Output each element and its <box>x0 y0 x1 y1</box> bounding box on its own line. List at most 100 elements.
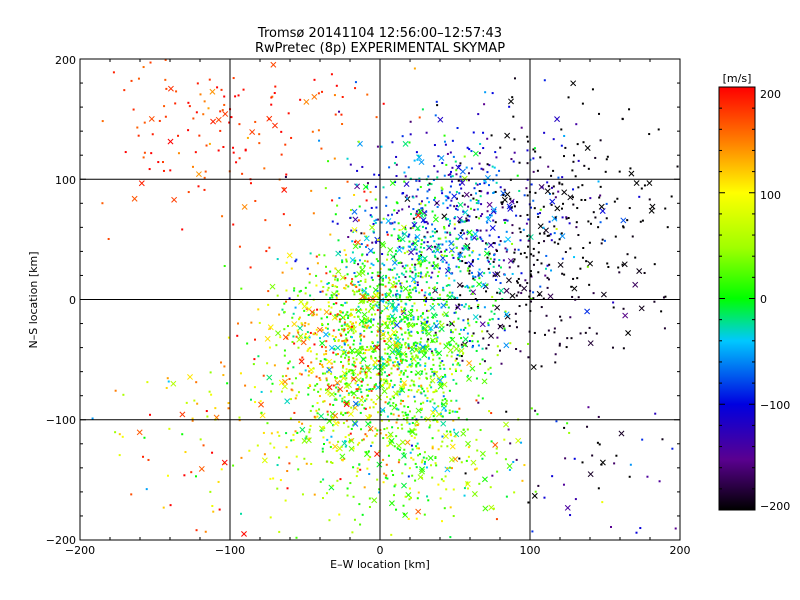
data-point <box>257 308 260 311</box>
data-point <box>325 265 328 268</box>
data-point <box>424 329 427 332</box>
data-point <box>457 362 460 365</box>
data-point <box>468 148 471 151</box>
data-point <box>426 390 429 393</box>
data-point <box>363 190 366 193</box>
data-point <box>412 208 415 211</box>
data-point <box>498 264 501 267</box>
data-point-x <box>561 189 568 196</box>
data-point <box>423 260 426 263</box>
data-point <box>479 315 482 318</box>
data-point <box>460 369 463 372</box>
data-point <box>360 243 363 246</box>
data-point <box>327 323 330 326</box>
data-point <box>464 261 467 264</box>
data-point <box>375 258 378 261</box>
data-point-x <box>351 208 358 215</box>
data-point <box>175 90 178 93</box>
data-point-x <box>376 461 383 468</box>
data-point <box>358 386 361 389</box>
data-point <box>434 256 437 259</box>
data-point <box>267 303 270 306</box>
data-point <box>366 253 369 256</box>
data-point <box>164 78 167 81</box>
data-point <box>400 387 403 390</box>
data-point <box>309 252 312 255</box>
data-point <box>432 391 435 394</box>
data-point <box>333 157 336 160</box>
data-point-x <box>409 427 415 434</box>
data-point <box>426 271 429 274</box>
data-point <box>539 285 542 288</box>
data-point <box>450 373 453 376</box>
data-point <box>344 287 347 290</box>
data-point <box>410 389 413 392</box>
data-point-x <box>384 323 391 330</box>
data-point-x <box>339 453 346 460</box>
data-point <box>447 263 450 266</box>
data-point <box>561 176 564 179</box>
data-point <box>334 113 337 116</box>
data-point <box>379 357 382 360</box>
data-point-x <box>319 340 326 347</box>
data-point <box>533 147 536 150</box>
data-point <box>404 331 407 334</box>
data-point <box>519 252 522 255</box>
data-point <box>417 318 420 321</box>
data-point <box>400 423 403 426</box>
data-point <box>258 142 261 145</box>
data-point <box>370 389 373 392</box>
data-point <box>369 266 372 269</box>
data-point <box>569 247 572 250</box>
data-point <box>339 332 342 335</box>
data-point <box>441 360 444 363</box>
data-point <box>220 468 223 471</box>
data-point <box>427 356 430 359</box>
data-point <box>405 194 408 197</box>
data-point <box>526 194 529 197</box>
data-point <box>585 260 588 263</box>
data-point <box>297 468 300 471</box>
data-point <box>417 385 420 388</box>
data-point <box>538 232 541 235</box>
data-point <box>487 260 490 263</box>
data-point <box>318 362 321 365</box>
data-point <box>439 361 442 364</box>
data-point <box>487 267 490 270</box>
data-point <box>485 229 488 232</box>
data-point <box>358 245 361 248</box>
data-point <box>336 377 339 380</box>
data-point <box>341 259 344 262</box>
data-point <box>349 326 352 329</box>
data-point <box>336 383 339 386</box>
data-point <box>204 530 207 533</box>
data-point <box>367 297 370 300</box>
data-point <box>487 324 490 327</box>
data-point-x <box>544 188 551 195</box>
data-point <box>408 240 411 243</box>
data-point <box>336 222 339 225</box>
data-point <box>382 337 385 340</box>
data-point <box>162 506 165 509</box>
data-point <box>199 93 202 96</box>
data-point <box>452 515 455 518</box>
data-point-x <box>600 291 607 298</box>
data-point <box>315 274 318 277</box>
data-point <box>433 198 436 201</box>
colorbar-tick-label: −100 <box>760 399 790 412</box>
data-point-x <box>447 347 454 354</box>
data-point <box>499 240 502 243</box>
data-point <box>380 419 383 422</box>
data-point <box>329 403 332 406</box>
data-point <box>427 245 430 248</box>
data-point <box>543 131 546 134</box>
data-point <box>424 300 427 303</box>
data-point <box>424 417 427 420</box>
data-point <box>463 155 466 158</box>
data-point <box>369 320 372 323</box>
data-point <box>416 447 419 450</box>
data-point <box>485 290 488 293</box>
data-point <box>359 411 362 414</box>
data-point-x <box>557 261 564 268</box>
data-point <box>476 237 479 240</box>
